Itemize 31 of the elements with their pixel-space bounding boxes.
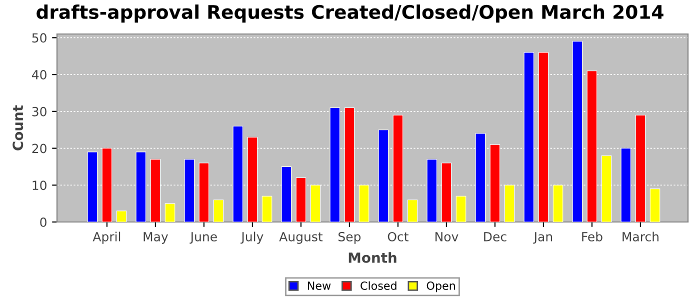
y-tick-label: 20 <box>32 144 46 154</box>
x-tick-label: May <box>144 232 168 244</box>
legend-label: Open <box>426 282 455 292</box>
bar <box>116 210 127 222</box>
y-tick-label: 50 <box>32 33 46 43</box>
y-axis-title: Count <box>12 105 24 150</box>
x-tick-label: Feb <box>582 232 602 242</box>
bar <box>164 203 176 222</box>
bar <box>407 200 418 222</box>
y-tick-label: 30 <box>32 106 46 116</box>
x-tick-label: April <box>92 232 120 244</box>
bar <box>262 196 272 222</box>
y-tick-label: 40 <box>32 70 46 80</box>
y-tick-label: 0 <box>40 217 46 227</box>
x-tick-label: August <box>279 232 323 244</box>
bar <box>650 188 660 222</box>
x-tick-label: March <box>622 232 658 242</box>
bar <box>213 200 224 222</box>
chart-title: drafts-approval Requests Created/Closed/Open March 2014 <box>36 4 664 23</box>
x-tick-label: Dec <box>484 232 506 242</box>
y-tick-label: 10 <box>32 180 46 190</box>
bar <box>456 196 466 222</box>
legend-label: Closed <box>360 281 396 290</box>
x-tick-label: Sep <box>338 232 361 244</box>
x-tick-label: Oct <box>388 232 408 242</box>
x-tick-label: June <box>190 232 217 244</box>
x-axis-title: Month <box>348 252 396 263</box>
legend-label: New <box>308 282 331 290</box>
x-tick-label: Jan <box>533 232 552 244</box>
x-tick-label: July <box>240 232 264 244</box>
x-tick-label: Nov <box>435 232 458 242</box>
